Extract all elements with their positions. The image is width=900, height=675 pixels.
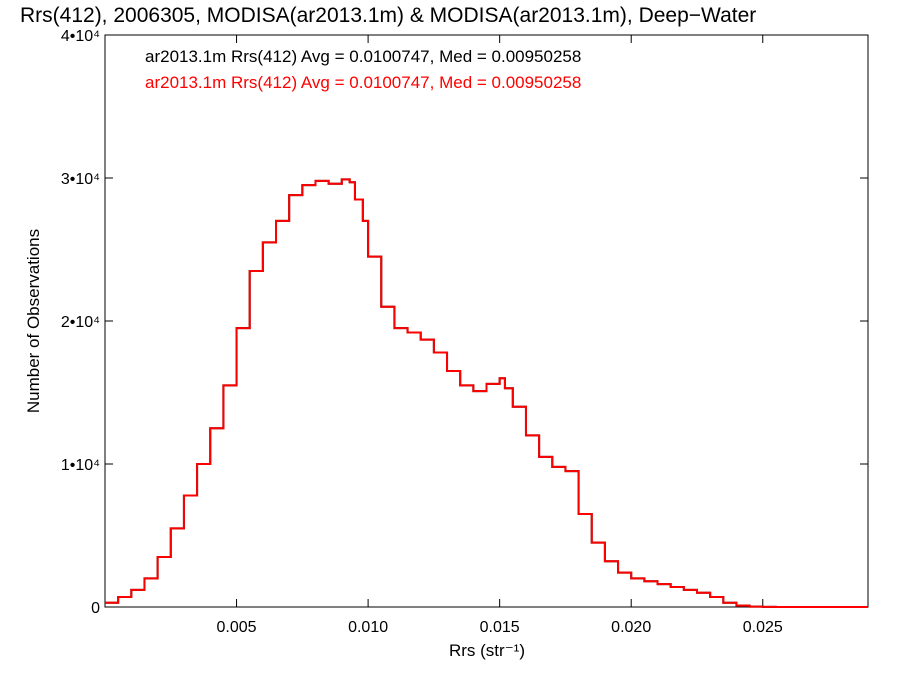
series-line-1 bbox=[105, 178, 868, 608]
y-axis-ticks: 0 1•10⁴ 2•10⁴ 3•10⁴ 4•10⁴ bbox=[61, 28, 868, 617]
y-tick-label: 4•10⁴ bbox=[61, 28, 100, 45]
y-tick-label: 1•10⁴ bbox=[61, 457, 100, 474]
y-axis-label: Number of Observations bbox=[24, 229, 43, 413]
x-tick-label: 0.015 bbox=[480, 619, 520, 636]
y-tick-label: 2•10⁴ bbox=[61, 314, 100, 331]
y-tick-label: 3•10⁴ bbox=[61, 171, 100, 188]
chart-title: Rrs(412), 2006305, MODISA(ar2013.1m) & M… bbox=[20, 4, 756, 27]
series-line-0 bbox=[105, 178, 868, 608]
legend-entry-0: ar2013.1m Rrs(412) Avg = 0.0100747, Med … bbox=[145, 47, 581, 66]
x-axis-label: Rrs (str⁻¹) bbox=[449, 641, 525, 660]
plot-frame bbox=[104, 34, 869, 608]
x-tick-label: 0.025 bbox=[743, 619, 783, 636]
x-tick-label: 0.020 bbox=[611, 619, 651, 636]
series-lines bbox=[105, 178, 868, 608]
x-tick-label: 0.005 bbox=[217, 619, 257, 636]
legend-entry-1: ar2013.1m Rrs(412) Avg = 0.0100747, Med … bbox=[145, 73, 581, 92]
y-tick-label: 0 bbox=[91, 600, 100, 617]
legend: ar2013.1m Rrs(412) Avg = 0.0100747, Med … bbox=[145, 47, 581, 92]
x-tick-label: 0.010 bbox=[348, 619, 388, 636]
x-axis-ticks: 0.005 0.010 0.015 0.020 0.025 bbox=[217, 35, 783, 636]
